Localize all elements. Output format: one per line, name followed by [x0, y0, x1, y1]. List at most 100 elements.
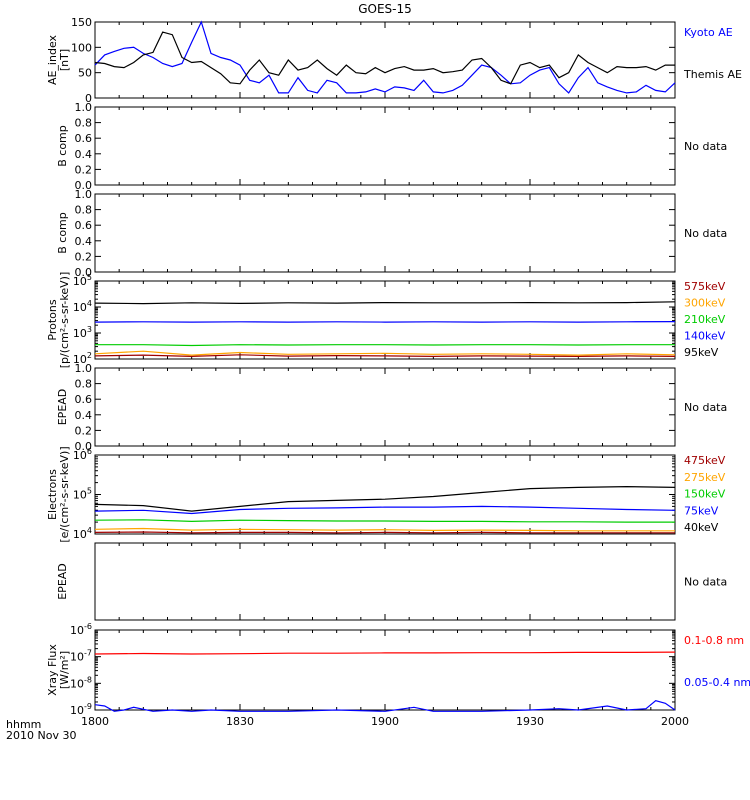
- time-label: hhmm: [6, 718, 41, 731]
- y-axis-label: Xray Flux: [46, 644, 59, 696]
- panel-frame: [94, 542, 676, 621]
- y-tick-label: 50: [78, 67, 92, 80]
- x-tick-label: 1830: [226, 715, 254, 728]
- legend-entry: 575keV: [684, 280, 726, 293]
- y-tick-label: 0.6: [75, 393, 93, 406]
- legend-entry: 210keV: [684, 313, 726, 326]
- y-tick-label: 0.2: [75, 250, 93, 263]
- y-tick-label: 0.6: [75, 219, 93, 232]
- legend-entry: 275keV: [684, 471, 726, 484]
- series-line-electrons-2: [94, 519, 675, 523]
- series-line-electrons-3: [94, 505, 676, 515]
- x-tick-label: 1900: [371, 715, 399, 728]
- series-line-protons-0: [94, 354, 676, 358]
- y-tick-label: 100: [71, 41, 92, 54]
- y-axis-label: [e/(cm²-s-sr-keV)]: [58, 446, 71, 542]
- legend-entry: 475keV: [684, 454, 726, 467]
- panel-epead2: EPEAD No data: [56, 542, 727, 621]
- series-line-electrons-1: [94, 527, 675, 532]
- y-axis-label: B comp: [56, 212, 69, 254]
- x-tick-label: 1800: [81, 715, 109, 728]
- series-line-protons-2: [95, 344, 675, 347]
- series-line-protons-3: [94, 321, 676, 323]
- y-tick-label: 150: [71, 16, 92, 29]
- y-tick-label: 0: [85, 92, 92, 105]
- y-axis-label: [nT]: [58, 49, 71, 71]
- no-data-label: No data: [684, 401, 727, 414]
- y-tick-label: 105: [73, 273, 92, 288]
- y-tick-label: 0.8: [75, 378, 93, 391]
- panel-protons: 102 103 104 105 Protons [p/(cm²-s-sr-keV)] 575…: [46, 272, 726, 369]
- series-line-ae-1: [94, 31, 675, 85]
- y-axis-label: [W/m²]: [58, 651, 71, 689]
- y-tick-label: 0.8: [75, 117, 93, 130]
- no-data-label: No data: [684, 227, 727, 240]
- y-tick-label: 106: [73, 447, 92, 462]
- y-tick-label: 105: [73, 487, 92, 502]
- panel-frame: [94, 193, 676, 273]
- y-axis-label: AE_index: [46, 34, 59, 85]
- series-line-xray-1: [94, 700, 676, 712]
- chart-panels: 0 50 100 150 AE_index [nT] Kyoto AE Themis AE 0.…: [46, 16, 750, 717]
- legend-entry: Themis AE: [683, 68, 742, 81]
- y-tick-label: 1.0: [75, 188, 93, 201]
- legend-entry: Kyoto AE: [684, 26, 733, 39]
- legend-entry: 0.05-0.4 nm: [684, 676, 750, 689]
- chart-title: GOES-15: [358, 2, 412, 16]
- legend-entry: 95keV: [684, 346, 719, 359]
- y-tick-label: 10-7: [70, 649, 92, 664]
- series-line-ae-0: [94, 20, 676, 94]
- series-line-protons-4: [94, 301, 676, 305]
- panel-frame: [94, 106, 676, 186]
- x-tick-label: 2000: [661, 715, 689, 728]
- y-tick-label: 10-9: [70, 702, 92, 717]
- y-tick-label: 0.0: [75, 179, 93, 192]
- legend-entry: 0.1-0.8 nm: [684, 634, 744, 647]
- panel-frame: [94, 280, 676, 360]
- series-line-xray-0: [94, 651, 676, 655]
- y-tick-label: 0.6: [75, 132, 93, 145]
- y-tick-label: 1.0: [75, 362, 93, 375]
- date-label: 2010 Nov 30: [6, 729, 76, 742]
- y-tick-label: 0.2: [75, 424, 93, 437]
- panel-frame: [94, 21, 676, 99]
- y-tick-label: 104: [73, 526, 92, 541]
- panel-frame: [94, 629, 676, 711]
- panel-bcomp2: 0.0 0.2 0.4 0.6 0.8 1.0 B comp No data: [56, 188, 727, 279]
- y-tick-label: 0.0: [75, 266, 93, 279]
- y-axis-label: EPEAD: [56, 563, 69, 600]
- legend-entry: 300keV: [684, 297, 726, 310]
- y-tick-label: 0.8: [75, 204, 93, 217]
- legend-entry: 40keV: [684, 521, 719, 534]
- panel-epead1: 0.0 0.2 0.4 0.6 0.8 1.0 EPEAD No data: [56, 362, 727, 453]
- y-tick-label: 1.0: [75, 101, 93, 114]
- x-tick-label: 1930: [516, 715, 544, 728]
- panel-electrons: 104 105 106 Electrons [e/(cm²-s-sr-keV)] 475k…: [46, 446, 726, 542]
- series-line-protons-1: [94, 350, 676, 356]
- panel-bcomp1: 0.0 0.2 0.4 0.6 0.8 1.0 B comp No data: [56, 101, 727, 192]
- series-line-electrons-0: [94, 531, 675, 534]
- panel-ae: 0 50 100 150 AE_index [nT] Kyoto AE Themis AE: [46, 16, 742, 105]
- no-data-label: No data: [684, 140, 727, 153]
- y-tick-label: 102: [73, 351, 92, 366]
- legend-entry: 140keV: [684, 330, 726, 343]
- y-tick-label: 0.4: [75, 235, 93, 248]
- no-data-label: No data: [684, 576, 727, 589]
- y-axis-label: B comp: [56, 125, 69, 167]
- y-axis-label: Protons: [46, 299, 59, 340]
- y-tick-label: 103: [73, 325, 92, 340]
- y-tick-label: 0.4: [75, 409, 93, 422]
- series-line-electrons-4: [94, 485, 676, 512]
- y-tick-label: 10-8: [70, 675, 92, 690]
- y-tick-label: 10-6: [70, 622, 92, 637]
- panel-xray: 10-9 10-8 10-7 10-6 Xray Flux [W/m²] 0.1-0.8 n…: [46, 622, 750, 717]
- y-tick-label: 104: [73, 299, 92, 314]
- y-axis-label: Electrons: [46, 469, 59, 520]
- y-tick-label: 0.2: [75, 163, 93, 176]
- x-axis: 1800 1830 1900 1930 2000: [81, 715, 689, 728]
- y-tick-label: 0.0: [75, 440, 93, 453]
- y-axis-label: [p/(cm²-s-sr-keV)]: [58, 272, 71, 369]
- y-axis-label: EPEAD: [56, 389, 69, 426]
- y-tick-label: 0.4: [75, 148, 93, 161]
